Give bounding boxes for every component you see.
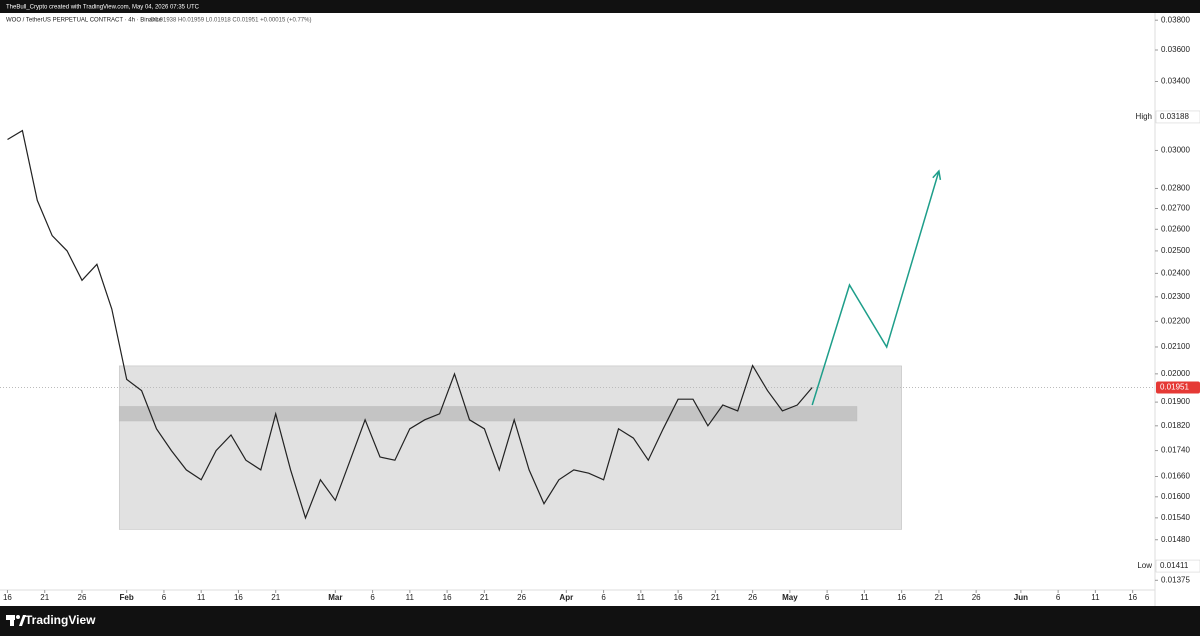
y-tick-label: 0.02000 <box>1161 369 1190 378</box>
y-tick-label: 0.02200 <box>1161 316 1190 325</box>
y-tick-label: 0.03400 <box>1161 77 1190 86</box>
x-tick-label: 11 <box>860 593 869 602</box>
x-tick-label: 11 <box>406 593 415 602</box>
top-bar <box>0 0 1200 13</box>
x-tick-label: 16 <box>234 593 243 602</box>
x-tick-label: Apr <box>559 593 573 602</box>
marker-label: High <box>1136 112 1152 121</box>
x-tick-label: 26 <box>972 593 981 602</box>
y-tick-label: 0.02400 <box>1161 269 1190 278</box>
y-tick-label: 0.01660 <box>1161 472 1190 481</box>
zone <box>118 406 858 422</box>
projection-arrowhead <box>932 169 942 181</box>
x-tick-label: 21 <box>40 593 49 602</box>
x-tick-label: 11 <box>637 593 646 602</box>
x-tick-label: 26 <box>748 593 757 602</box>
brand: TradingView <box>25 613 96 627</box>
last-price-label: 0.01951 <box>1160 383 1189 392</box>
x-tick-label: 6 <box>162 593 167 602</box>
y-tick-label: 0.02100 <box>1161 342 1190 351</box>
x-tick-label: 6 <box>370 593 375 602</box>
ohlc: O0.01938 H0.01959 L0.01918 C0.01951 +0.0… <box>150 18 311 24</box>
x-tick-label: 21 <box>711 593 720 602</box>
marker-value: 0.03188 <box>1160 112 1189 121</box>
x-tick-label: Feb <box>120 593 134 602</box>
last-price-box <box>1156 381 1200 394</box>
y-tick-label: 0.01480 <box>1161 535 1190 544</box>
y-tick-label: 0.02700 <box>1161 204 1190 213</box>
x-tick-label: 6 <box>1056 593 1061 602</box>
symbol: WOO / TetherUS PERPETUAL CONTRACT · 4h ·… <box>6 18 163 24</box>
x-tick-label: 26 <box>517 593 526 602</box>
x-tick-label: 16 <box>1128 593 1137 602</box>
marker-label: Low <box>1137 561 1152 570</box>
x-tick-label: 16 <box>3 593 12 602</box>
x-tick-label: Mar <box>328 593 342 602</box>
y-tick-label: 0.03000 <box>1161 146 1190 155</box>
marker-box <box>1155 559 1200 573</box>
bottom-bar <box>0 606 1200 636</box>
price-line: WOO <box>7 129 813 520</box>
x-tick-label: 21 <box>934 593 943 602</box>
x-tick-label: 6 <box>601 593 606 602</box>
y-tick-label: 0.02500 <box>1161 246 1190 255</box>
x-tick-label: 26 <box>78 593 87 602</box>
y-tick-label: 0.01900 <box>1161 397 1190 406</box>
y-tick-label: 0.03800 <box>1161 15 1190 24</box>
x-tick-label: May <box>782 593 798 602</box>
projection-line <box>811 170 940 406</box>
y-tick-label: 0.01820 <box>1161 421 1190 430</box>
x-tick-label: 6 <box>825 593 830 602</box>
y-tick-label: 0.01540 <box>1161 513 1190 522</box>
x-tick-label: 11 <box>1091 593 1100 602</box>
y-tick-label: 0.02800 <box>1161 184 1190 193</box>
x-tick-label: 21 <box>271 593 280 602</box>
x-tick-label: 21 <box>480 593 489 602</box>
credit: TheBull_Crypto created with TradingView.… <box>6 5 200 11</box>
y-tick-label: 0.01600 <box>1161 492 1190 501</box>
y-tick-label: 0.03600 <box>1161 45 1190 54</box>
x-tick-label: Jun <box>1014 593 1028 602</box>
logo <box>6 615 26 626</box>
x-tick-label: 16 <box>674 593 683 602</box>
y-tick-label: 0.01740 <box>1161 446 1190 455</box>
marker-value: 0.01411 <box>1160 561 1189 570</box>
y-tick-label: 0.02300 <box>1161 292 1190 301</box>
x-tick-label: 16 <box>897 593 906 602</box>
y-tick-label: 0.01375 <box>1161 575 1190 584</box>
x-tick-label: 16 <box>443 593 452 602</box>
marker-box <box>1155 110 1200 124</box>
zone <box>118 365 902 530</box>
y-tick-label: 0.02600 <box>1161 224 1190 233</box>
x-tick-label: 11 <box>197 593 206 602</box>
